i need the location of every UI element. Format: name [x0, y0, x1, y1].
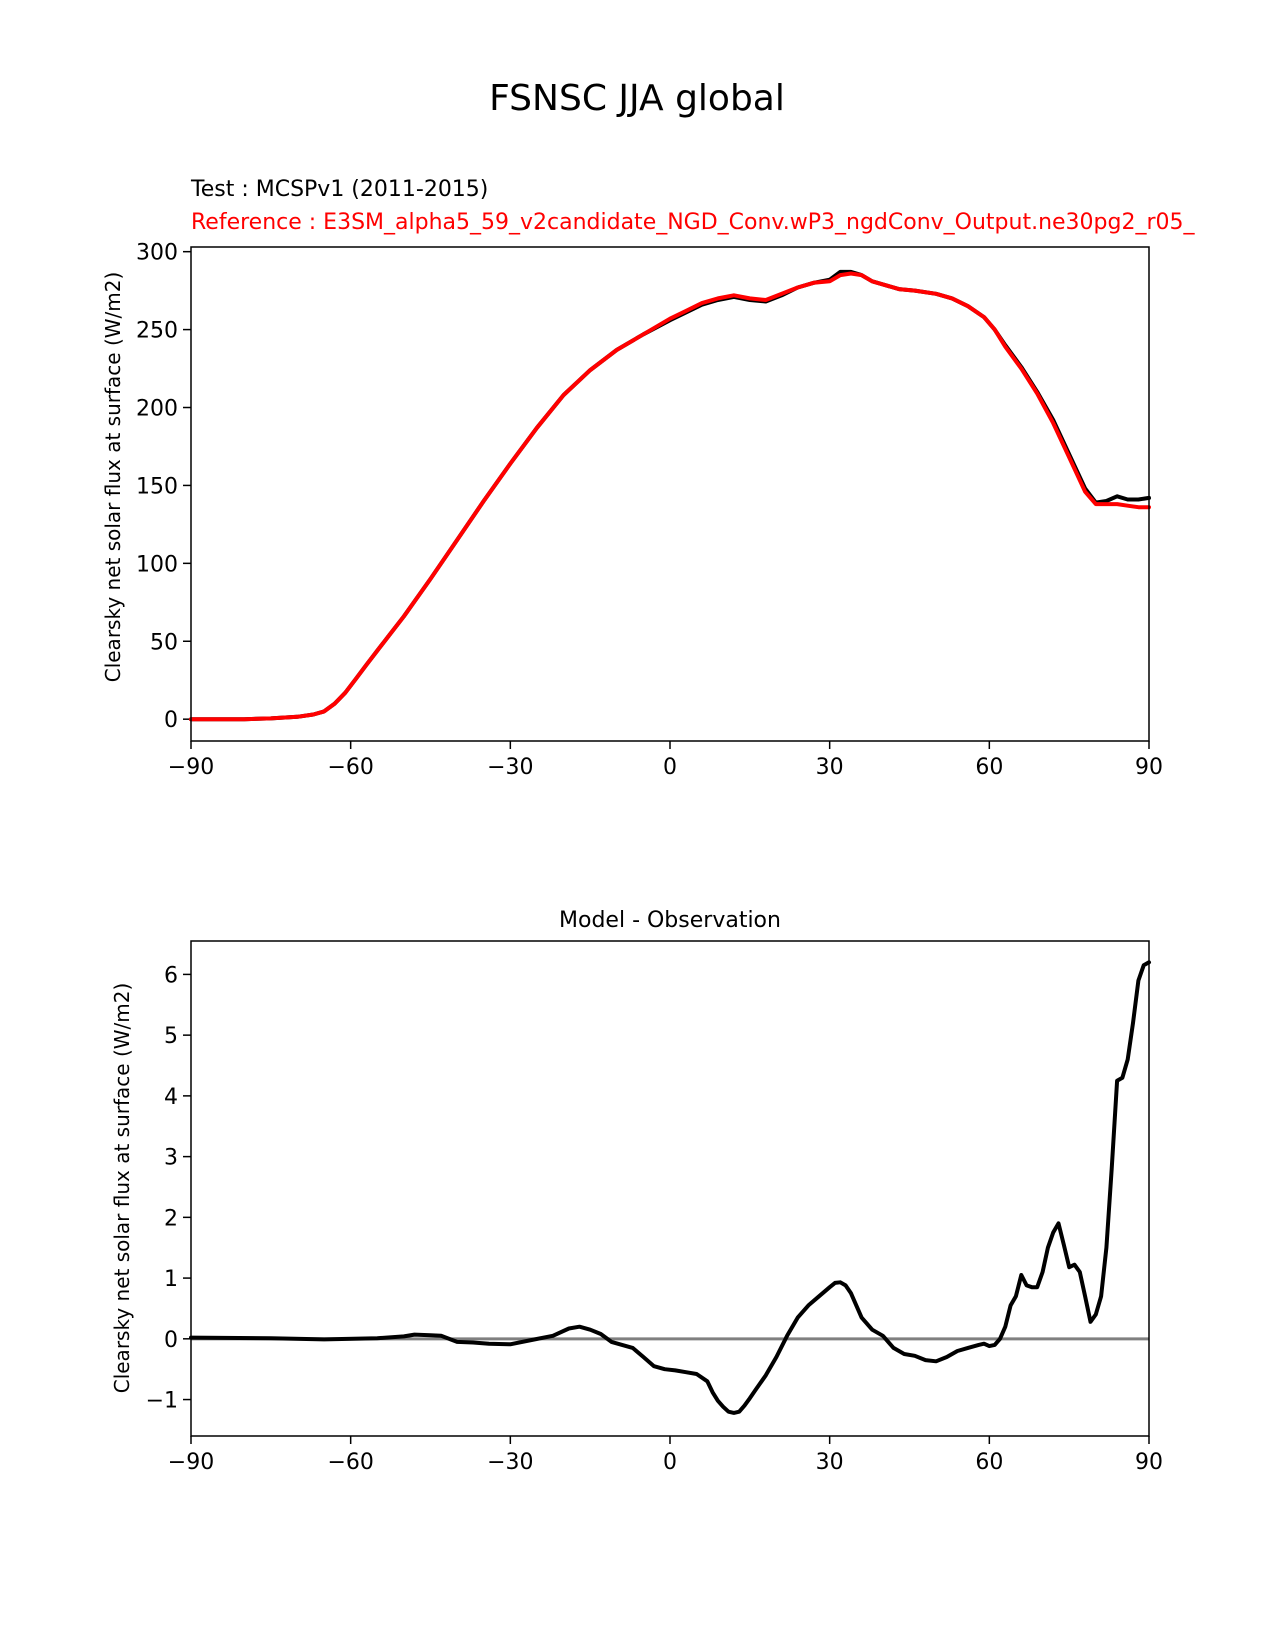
bottom-x-tick-label: 60: [975, 1450, 1003, 1475]
bottom-y-axis-label: Clearsky net solar flux at surface (W/m2…: [110, 983, 134, 1394]
top-y-tick-label: 250: [136, 319, 178, 344]
top-series-test: [189, 269, 1151, 722]
top-x-tick-label: 60: [975, 755, 1003, 780]
top-x-tick-label: 0: [663, 755, 677, 780]
bottom-x-tick-label: −60: [327, 1450, 373, 1475]
bottom-x-tick-label: −90: [168, 1450, 214, 1475]
bottom-x-tick-label: −30: [487, 1450, 533, 1475]
reference-label: Reference : E3SM_alpha5_59_v2candidate_N…: [191, 210, 1196, 235]
bottom-plot-frame: [190, 940, 1150, 1437]
top-series-reference: [189, 271, 1151, 722]
top-x-tick-label: 30: [816, 755, 844, 780]
top-x-tick-label: −60: [327, 755, 373, 780]
top-y-tick-label: 300: [136, 241, 178, 266]
top-x-tick-label: −30: [487, 755, 533, 780]
top-y-axis-label: Clearsky net solar flux at surface (W/m2…: [101, 272, 125, 683]
bottom-y-tick-label: 6: [164, 963, 178, 988]
bottom-x-tick-label: 0: [663, 1450, 677, 1475]
bottom-y-tick-label: 1: [164, 1267, 178, 1292]
top-x-tick-label: −90: [168, 755, 214, 780]
top-plot-frame: [190, 246, 1150, 742]
bottom-series-model-observation: [189, 960, 1151, 1415]
top-panel: Test : MCSPv1 (2011-2015) Reference : E3…: [101, 177, 1196, 780]
top-y-tick-label: 150: [136, 474, 178, 499]
bottom-x-tick-label: 90: [1135, 1450, 1163, 1475]
bottom-panel: Model - Observation Clearsky net solar f…: [110, 908, 1163, 1475]
top-y-tick-label: 50: [150, 630, 178, 655]
bottom-x-tick-label: 30: [816, 1450, 844, 1475]
bottom-y-tick-label: 2: [164, 1206, 178, 1231]
bottom-y-tick-label: 0: [164, 1328, 178, 1353]
top-y-tick-label: 200: [136, 397, 178, 422]
test-label: Test : MCSPv1 (2011-2015): [190, 177, 488, 202]
top-x-tick-label: 90: [1135, 755, 1163, 780]
top-y-tick-label: 100: [136, 552, 178, 577]
bottom-y-tick-label: 4: [164, 1085, 178, 1110]
figure-title: FSNSC JJA global: [489, 78, 785, 119]
bottom-panel-title: Model - Observation: [559, 908, 781, 933]
bottom-y-tick-label: −1: [146, 1389, 178, 1414]
bottom-y-tick-label: 5: [164, 1024, 178, 1049]
top-y-tick-label: 0: [164, 708, 178, 733]
bottom-y-tick-label: 3: [164, 1146, 178, 1171]
